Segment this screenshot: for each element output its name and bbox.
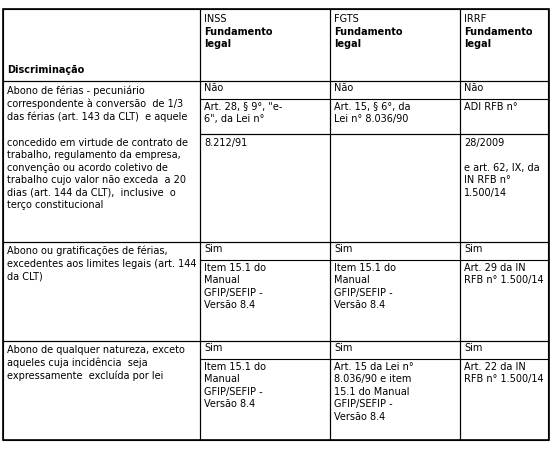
Bar xyxy=(330,134,460,242)
Bar xyxy=(460,81,548,134)
Text: ADI RFB n°: ADI RFB n° xyxy=(464,102,518,112)
Text: Art. 15 da Lei n°
8.036/90 e item
15.1 do Manual
GFIP/SEFIP -
Versão 8.4: Art. 15 da Lei n° 8.036/90 e item 15.1 d… xyxy=(334,362,413,422)
Bar xyxy=(330,242,460,341)
Text: Abono de férias - pecuniário
correspondente à conversão  de 1/3
das férias (art.: Abono de férias - pecuniário corresponde… xyxy=(7,85,187,122)
Text: Sim: Sim xyxy=(334,343,352,353)
Bar xyxy=(330,81,460,134)
Bar xyxy=(330,341,460,440)
Bar xyxy=(3,242,200,341)
Text: Sim: Sim xyxy=(464,244,482,254)
Bar xyxy=(200,134,330,242)
Text: Sim: Sim xyxy=(464,343,482,353)
Bar xyxy=(460,9,548,81)
Bar xyxy=(200,242,330,341)
Text: Art. 29 da IN
RFB n° 1.500/14: Art. 29 da IN RFB n° 1.500/14 xyxy=(464,263,544,285)
Text: Item 15.1 do
Manual
GFIP/SEFIP -
Versão 8.4: Item 15.1 do Manual GFIP/SEFIP - Versão … xyxy=(334,263,396,310)
Text: 8.212/91: 8.212/91 xyxy=(204,138,247,148)
Text: Art. 15, § 6°, da
Lei n° 8.036/90: Art. 15, § 6°, da Lei n° 8.036/90 xyxy=(334,102,411,124)
Text: Abono de qualquer natureza, exceto
aqueles cuja incidência  seja
expressamente  : Abono de qualquer natureza, exceto aquel… xyxy=(7,345,185,381)
Text: Não: Não xyxy=(334,83,353,93)
Text: Sim: Sim xyxy=(204,343,222,353)
Text: Fundamento
legal: Fundamento legal xyxy=(334,27,402,50)
Text: Discriminação: Discriminação xyxy=(7,65,84,75)
Text: 28/2009

e art. 62, IX, da
IN RFB n°
1.500/14: 28/2009 e art. 62, IX, da IN RFB n° 1.50… xyxy=(464,138,540,198)
Text: Não: Não xyxy=(464,83,483,93)
Bar xyxy=(200,81,330,134)
Bar xyxy=(200,341,330,440)
Text: Não: Não xyxy=(204,83,223,93)
Text: Sim: Sim xyxy=(334,244,352,254)
Text: Fundamento
legal: Fundamento legal xyxy=(464,27,533,50)
Text: Art. 28, § 9°, "e-
6", da Lei n°: Art. 28, § 9°, "e- 6", da Lei n° xyxy=(204,102,283,124)
Bar xyxy=(460,341,548,440)
Bar xyxy=(330,9,460,81)
Bar xyxy=(3,81,200,242)
Bar xyxy=(460,134,548,242)
Text: Art. 22 da IN
RFB n° 1.500/14: Art. 22 da IN RFB n° 1.500/14 xyxy=(464,362,544,384)
Text: concedido em virtude de contrato de
trabalho, regulamento da empresa,
convenção : concedido em virtude de contrato de trab… xyxy=(7,138,188,210)
Text: FGTS: FGTS xyxy=(334,14,359,24)
Bar xyxy=(3,341,200,440)
Text: Item 15.1 do
Manual
GFIP/SEFIP -
Versão 8.4: Item 15.1 do Manual GFIP/SEFIP - Versão … xyxy=(204,362,266,409)
Bar xyxy=(3,9,200,81)
Bar xyxy=(200,9,330,81)
Text: IRRF: IRRF xyxy=(464,14,486,24)
Text: Item 15.1 do
Manual
GFIP/SEFIP -
Versão 8.4: Item 15.1 do Manual GFIP/SEFIP - Versão … xyxy=(204,263,266,310)
Text: INSS: INSS xyxy=(204,14,226,24)
Text: Abono ou gratificações de férias,
excedentes aos limites legais (art. 144
da CLT: Abono ou gratificações de férias, excede… xyxy=(7,246,197,281)
Text: Fundamento
legal: Fundamento legal xyxy=(204,27,273,50)
Text: Sim: Sim xyxy=(204,244,222,254)
Bar xyxy=(460,242,548,341)
